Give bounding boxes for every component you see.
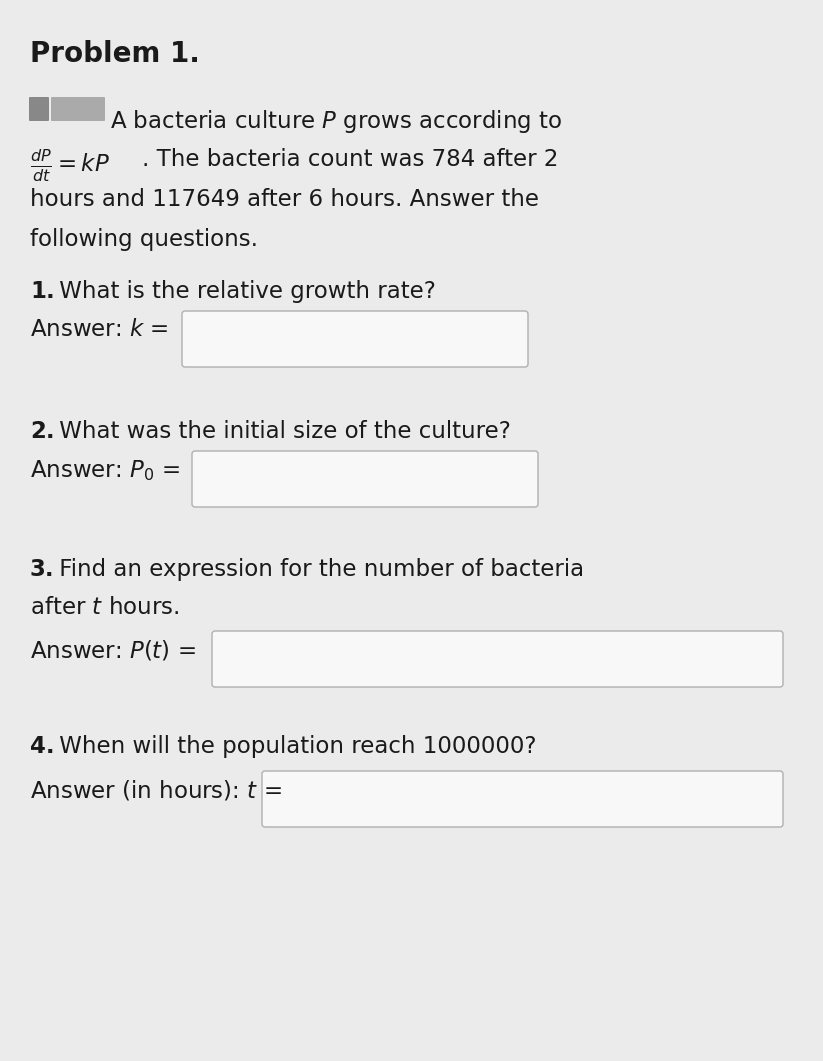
FancyBboxPatch shape bbox=[29, 97, 49, 121]
FancyBboxPatch shape bbox=[192, 451, 538, 507]
Text: 3.: 3. bbox=[30, 558, 54, 581]
Text: What is the relative growth rate?: What is the relative growth rate? bbox=[52, 280, 436, 303]
Text: Answer: $k$ =: Answer: $k$ = bbox=[30, 318, 169, 341]
Text: 2.: 2. bbox=[30, 420, 54, 443]
FancyBboxPatch shape bbox=[262, 771, 783, 827]
Text: 1.: 1. bbox=[30, 280, 55, 303]
Text: Answer: $P_0$ =: Answer: $P_0$ = bbox=[30, 458, 180, 483]
Text: What was the initial size of the culture?: What was the initial size of the culture… bbox=[52, 420, 511, 443]
Text: . The bacteria count was 784 after 2: . The bacteria count was 784 after 2 bbox=[142, 147, 558, 171]
Text: hours and 117649 after 6 hours. Answer the: hours and 117649 after 6 hours. Answer t… bbox=[30, 188, 539, 211]
FancyBboxPatch shape bbox=[51, 97, 105, 121]
Text: Answer: $P(t)$ =: Answer: $P(t)$ = bbox=[30, 638, 196, 662]
FancyBboxPatch shape bbox=[182, 311, 528, 367]
Text: When will the population reach 1000000?: When will the population reach 1000000? bbox=[52, 735, 537, 758]
Text: 4.: 4. bbox=[30, 735, 54, 758]
Text: Answer (in hours): $t$ =: Answer (in hours): $t$ = bbox=[30, 778, 281, 802]
Text: A bacteria culture $P$ grows according to: A bacteria culture $P$ grows according t… bbox=[110, 108, 562, 135]
Text: after $t$ hours.: after $t$ hours. bbox=[30, 596, 179, 619]
Text: Problem 1.: Problem 1. bbox=[30, 40, 200, 68]
Text: following questions.: following questions. bbox=[30, 228, 258, 251]
FancyBboxPatch shape bbox=[212, 631, 783, 688]
Text: $\frac{dP}{dt} = kP$: $\frac{dP}{dt} = kP$ bbox=[30, 147, 109, 185]
Text: Find an expression for the number of bacteria: Find an expression for the number of bac… bbox=[52, 558, 584, 581]
